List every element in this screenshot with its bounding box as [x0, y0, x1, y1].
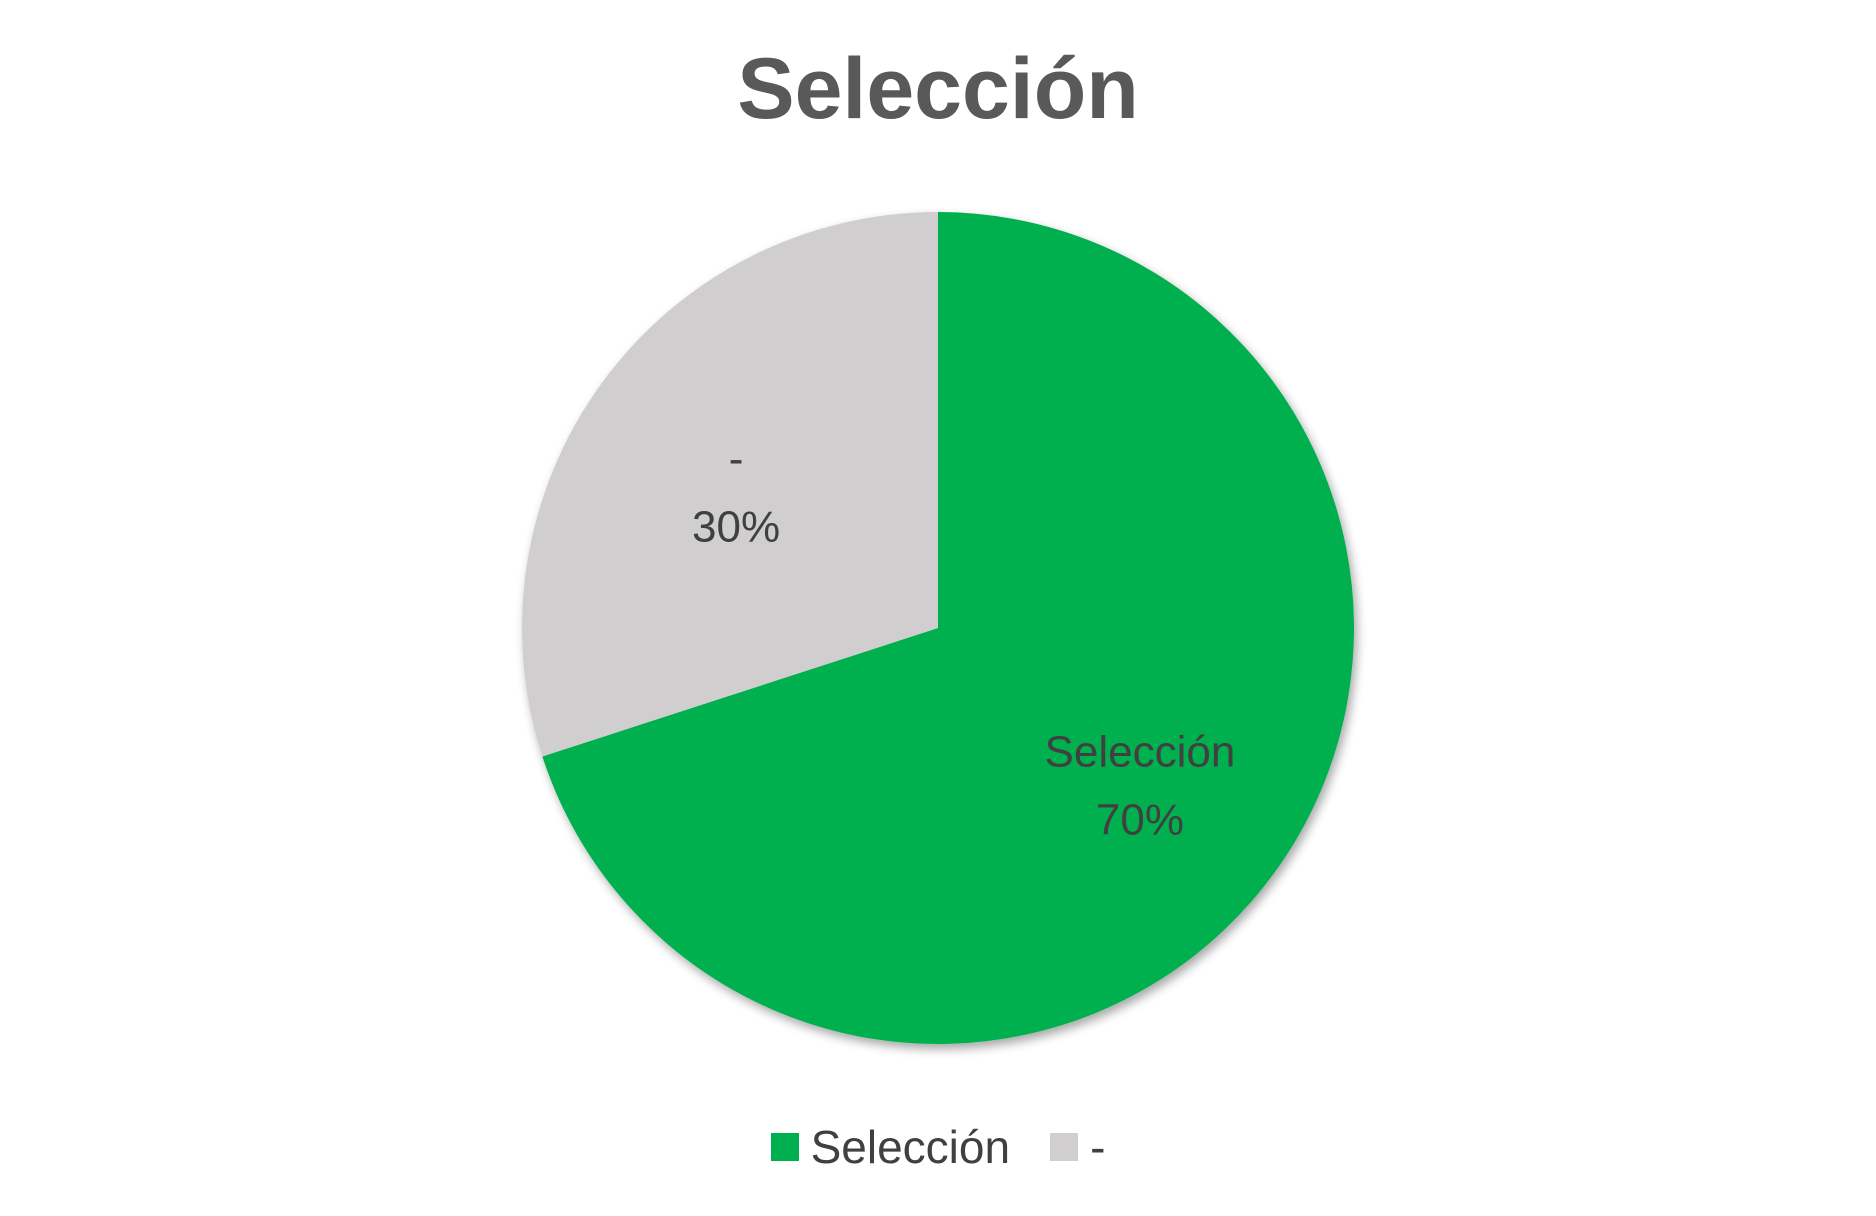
legend-swatch-dash: [1050, 1133, 1079, 1161]
slice-percent-label-dash: 30%: [692, 502, 780, 551]
pie-slice-dash: [521, 212, 938, 757]
slice-category-label-seleccion: Selección: [1045, 728, 1236, 777]
legend-label-dash: -: [1090, 1121, 1106, 1173]
legend-item-dash: -: [1050, 1120, 1105, 1174]
pie-slice-seleccion: [542, 212, 1354, 1045]
legend-item-seleccion: Selección: [770, 1120, 1011, 1174]
legend-swatch-seleccion: [770, 1133, 799, 1161]
legend-label-seleccion: Selección: [810, 1121, 1011, 1173]
slice-percent-label-seleccion: 70%: [1096, 796, 1184, 845]
slice-category-label-dash: -: [729, 434, 744, 483]
chart-title: Selección: [737, 41, 1139, 137]
legend: Selección -: [0, 1120, 1876, 1174]
